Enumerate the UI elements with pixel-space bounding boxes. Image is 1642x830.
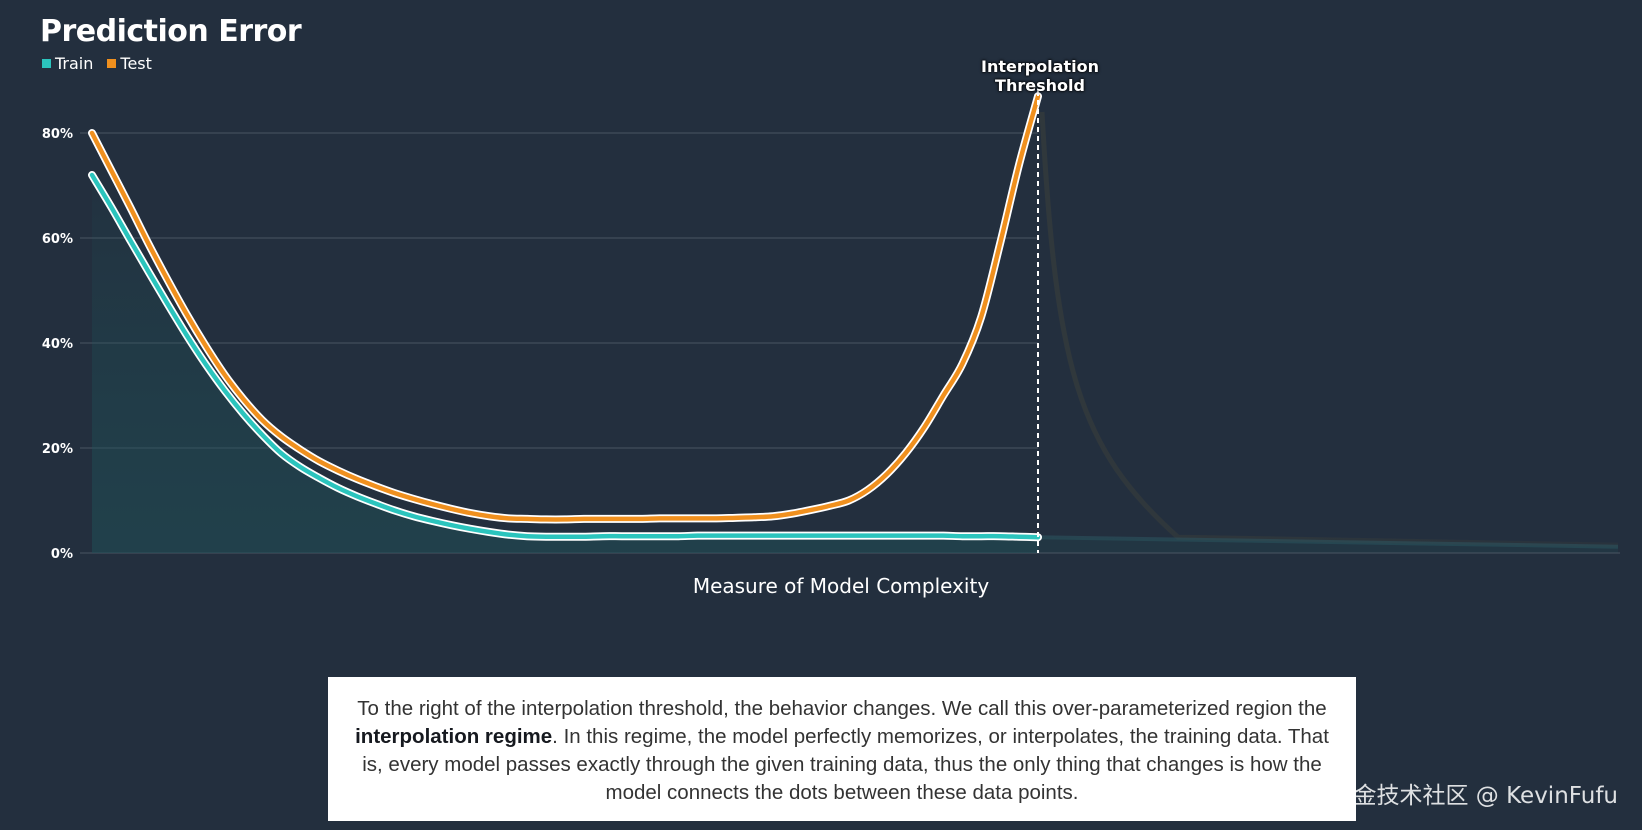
y-tick-label-3: 60% (42, 232, 73, 247)
series-line-test (89, 94, 1041, 522)
train-area (92, 175, 1038, 553)
x-axis-label: Measure of Model Complexity (692, 574, 990, 598)
y-axis-ticks: 0% 20% 40% 60% 80% (42, 127, 73, 562)
ghost-train-curve (1037, 535, 1619, 549)
y-tick-label-2: 40% (42, 337, 73, 352)
legend-entry-test[interactable]: Test (107, 54, 152, 73)
ghost-test-curve (1039, 111, 1619, 548)
caption-text-before: To the right of the interpolation thresh… (357, 697, 1327, 720)
caption-text-bold: interpolation regime (355, 725, 553, 748)
interpolation-threshold-label: Interpolation Threshold (981, 57, 1099, 95)
legend-label-test: Test (120, 54, 152, 73)
legend-swatch-test (107, 59, 117, 68)
legend: Train Test (42, 54, 152, 73)
legend-label-train: Train (55, 54, 94, 73)
post-threshold-ghost-curves (1037, 111, 1620, 554)
ghost-area (1038, 537, 1618, 553)
series-line-train (89, 172, 1041, 540)
watermark: 掘金技术社区 @ KevinFufu (1330, 783, 1618, 809)
train-area-fill (92, 175, 1038, 553)
y-tick-label-1: 20% (42, 442, 73, 457)
y-tick-label-0: 0% (51, 547, 73, 562)
series-lines (88, 92, 1042, 542)
legend-swatch-train (42, 59, 51, 68)
y-tick-label-4: 80% (42, 127, 73, 142)
chart-title: Prediction Error (40, 14, 302, 49)
caption-box: To the right of the interpolation thresh… (328, 677, 1356, 821)
caption-text-after: . In this regime, the model perfectly me… (362, 725, 1329, 804)
legend-entry-train[interactable]: Train (42, 54, 93, 73)
